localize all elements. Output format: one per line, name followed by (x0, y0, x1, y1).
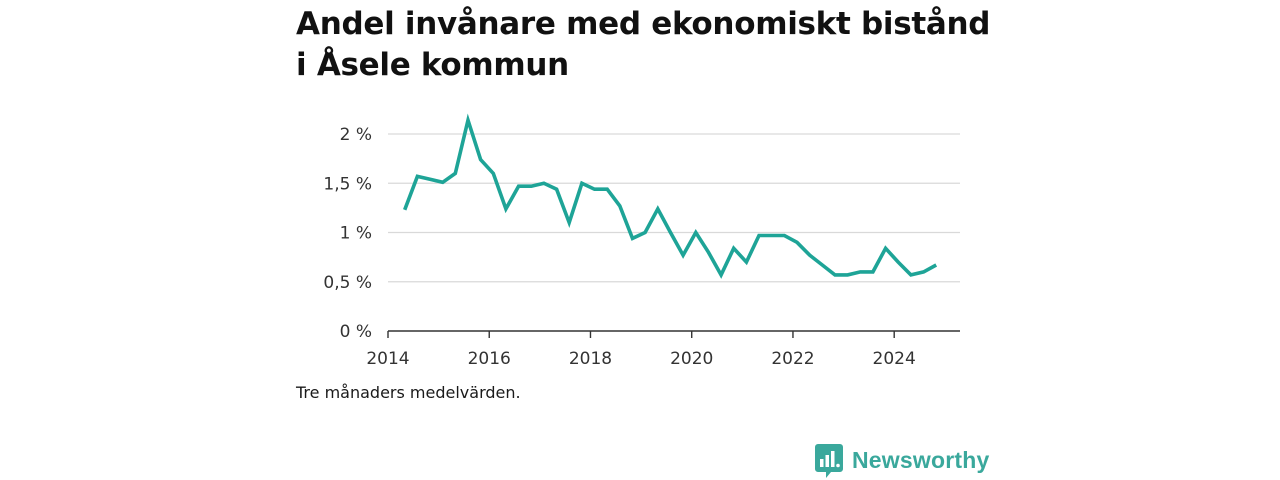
y-axis-tick-labels: 0 % 0,5 % 1 % 1,5 % 2 % (323, 125, 372, 342)
x-axis (387, 330, 960, 338)
series-layer (403, 113, 938, 279)
x-tick-label: 2014 (366, 349, 409, 369)
x-tick-label: 2022 (771, 349, 814, 369)
grid-lines (388, 133, 960, 283)
newsworthy-logo-icon (815, 444, 843, 478)
series-line (403, 113, 938, 279)
x-tick-label: 2016 (468, 349, 511, 369)
x-tick-label: 2020 (670, 349, 713, 369)
x-axis-tick-labels: 2014 2016 2018 2020 2022 2024 (366, 349, 915, 369)
y-tick-label: 0,5 % (323, 273, 372, 293)
chart-note: Tre månaders medelvärden. (296, 383, 521, 402)
brand-name: Newsworthy (852, 447, 990, 473)
y-tick-label: 1 % (340, 224, 372, 244)
x-tick-label: 2018 (569, 349, 612, 369)
y-tick-label: 2 % (340, 125, 372, 145)
brand-logo[interactable]: Newsworthy (815, 444, 989, 480)
chart-title: Andel invånare med ekonomiskt bistånd i … (296, 6, 991, 83)
y-tick-label: 1,5 % (323, 174, 372, 194)
y-tick-label: 0 % (340, 322, 372, 342)
x-tick-label: 2024 (873, 349, 916, 369)
